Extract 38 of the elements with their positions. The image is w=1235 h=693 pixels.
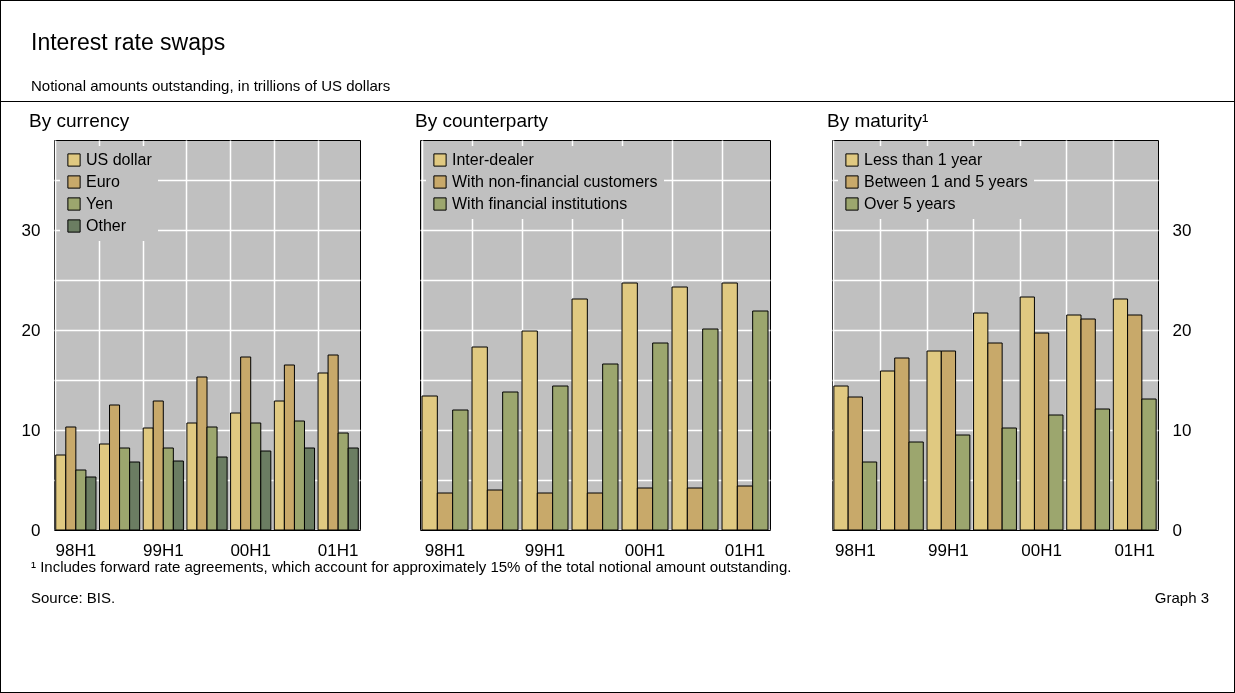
x-tick-label: 00H1 [230,540,272,560]
chart-title: By maturity¹ [827,110,929,132]
x-tick-label: 99H1 [524,540,566,560]
x-tick-label: 98H1 [834,540,876,560]
y-tick-label: 30 [1172,220,1192,240]
text: Notional amounts outstanding, in trillions of US dollars [1,61,1234,102]
legend-label: Other [86,217,127,234]
x-tick-label: 99H1 [142,540,184,560]
legend-label: With financial institutions [452,195,628,212]
x-tick-label: 01H1 [317,540,359,560]
x-tick-label: 98H1 [55,540,97,560]
text: ¹ Includes forward rate agreements, which account for approximately 15% of the total notional amount outstanding. [30,558,793,575]
y-tick-label: 20 [21,320,41,340]
legend-label: Yen [86,195,113,212]
legend-label: Between 1 and 5 years [864,173,1028,190]
y-tick-label: 0 [1172,520,1182,540]
chart-title: By counterparty [415,110,549,132]
x-tick-label: 01H1 [1114,540,1156,560]
x-tick-label: 00H1 [1021,540,1062,560]
text: Interest rate swaps [30,28,227,57]
y-tick-label: 10 [1172,420,1192,440]
x-tick-label: 01H1 [724,540,766,560]
legend-label: Euro [86,173,120,190]
y-tick-label: 30 [21,220,41,240]
legend-label: Inter-dealer [452,151,535,168]
caption: Graph 3 [1154,589,1209,606]
y-tick-label: 0 [31,520,41,540]
y-tick-label: 10 [21,420,41,440]
source-note: Source: BIS. [31,589,116,606]
x-tick-label: 99H1 [928,540,969,560]
legend-label: Over 5 years [864,195,956,212]
x-tick-label: 00H1 [624,540,666,560]
legend-label: US dollar [86,151,153,168]
y-tick-label: 20 [1172,320,1192,340]
legend-label: With non-financial customers [452,173,658,190]
chart-title: By currency [29,110,130,132]
x-tick-label: 98H1 [424,540,466,560]
legend-label: Less than 1 year [864,151,983,168]
